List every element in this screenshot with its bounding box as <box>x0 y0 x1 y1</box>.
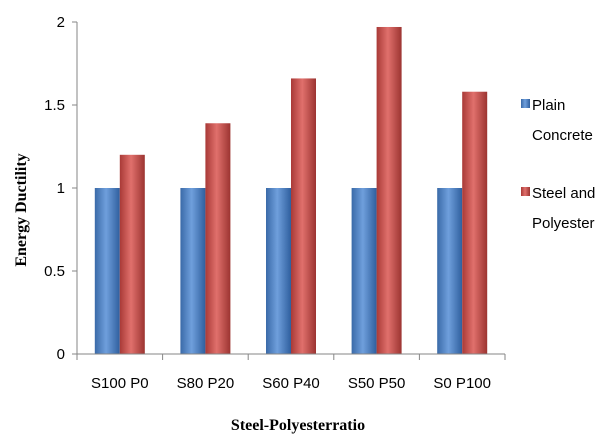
bar-steel-and-polyester-4 <box>376 26 402 354</box>
legend-label-plain-concrete-line2: Concrete <box>532 127 593 144</box>
bar-plain-concrete-5 <box>437 188 463 354</box>
x-tick-label: S60 P40 <box>262 375 320 392</box>
y-tick-label: 1.5 <box>44 97 65 114</box>
legend-swatch-steel-and-polyester <box>521 187 530 196</box>
legend: Plain Concrete Steel and Polyester <box>521 97 595 232</box>
legend-label-steel-and-polyester-line2: Polyester <box>532 215 595 232</box>
bar-plain-concrete-2 <box>180 188 206 354</box>
y-tick-marks <box>72 21 77 355</box>
bar-steel-and-polyester-5 <box>462 91 488 354</box>
y-tick-label: 1 <box>57 180 65 197</box>
x-tick-label: S80 P20 <box>177 375 235 392</box>
bar-steel-and-polyester-1 <box>119 154 145 354</box>
y-tick-label: 2 <box>57 14 65 31</box>
x-axis-title: Steel-Polyesterratio <box>231 417 365 434</box>
bar-plain-concrete-3 <box>266 188 291 354</box>
x-tick-label: S50 P50 <box>348 375 406 392</box>
x-tick-label: S100 P0 <box>91 375 149 392</box>
bar-steel-and-polyester-2 <box>205 123 231 354</box>
legend-swatch-plain-concrete <box>521 99 530 108</box>
bar-plain-concrete-4 <box>351 188 377 354</box>
bar-steel-and-polyester-3 <box>291 78 316 354</box>
bars-layer <box>94 26 488 354</box>
y-tick-labels: 0 0.5 1 1.5 2 <box>44 14 65 363</box>
bar-plain-concrete-1 <box>94 188 120 354</box>
y-tick-label: 0 <box>57 346 65 363</box>
x-tick-labels: S100 P0 S80 P20 S60 P40 S50 P50 S0 P100 <box>91 375 491 392</box>
x-tick-label: S0 P100 <box>433 375 491 392</box>
x-tick-marks <box>76 354 506 360</box>
legend-label-steel-and-polyester: Steel and <box>532 185 595 202</box>
y-tick-label: 0.5 <box>44 263 65 280</box>
legend-label-plain-concrete: Plain <box>532 97 565 114</box>
y-axis-title: Energy Ductility <box>13 153 30 266</box>
